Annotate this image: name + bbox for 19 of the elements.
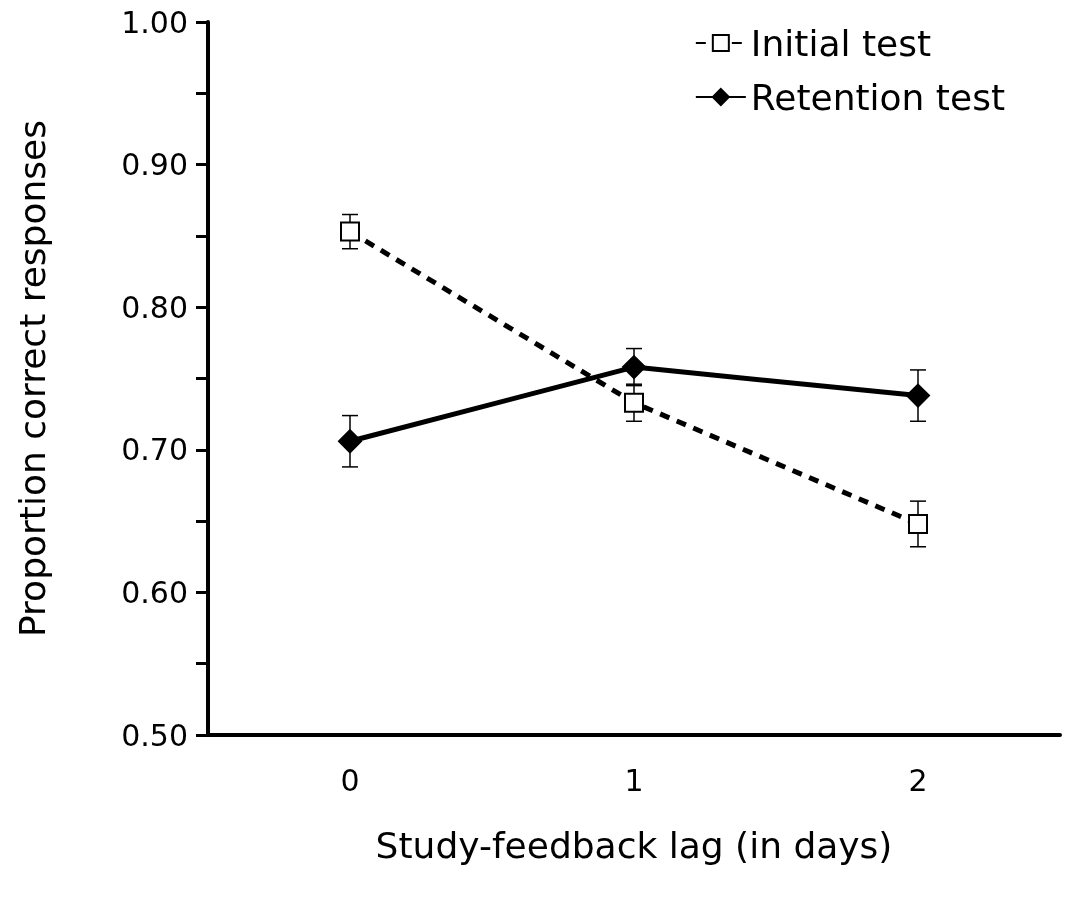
y-tick-label: 0.90 xyxy=(121,147,188,183)
point xyxy=(340,221,360,242)
y-tick-label: 0.80 xyxy=(121,289,188,325)
legend-label: Retention test xyxy=(750,76,1006,118)
y-axis-title: Proportion correct responses xyxy=(11,120,53,637)
x-tick-label: 1 xyxy=(624,762,644,798)
point xyxy=(906,383,930,408)
y-tick-label: 0.60 xyxy=(121,574,188,610)
x-tick-label: 0 xyxy=(340,762,360,798)
point xyxy=(338,429,362,454)
y-tick-label: 0.70 xyxy=(121,432,188,468)
legend-label: Initial test xyxy=(750,22,932,64)
y-tick-label: 1.00 xyxy=(121,4,188,40)
point xyxy=(624,392,644,413)
point xyxy=(908,513,928,534)
x-tick-label: 2 xyxy=(908,762,928,798)
x-axis-title: Study-feedback lag (in days) xyxy=(375,824,893,866)
y-tick-label: 0.50 xyxy=(121,717,188,753)
point xyxy=(622,355,646,380)
